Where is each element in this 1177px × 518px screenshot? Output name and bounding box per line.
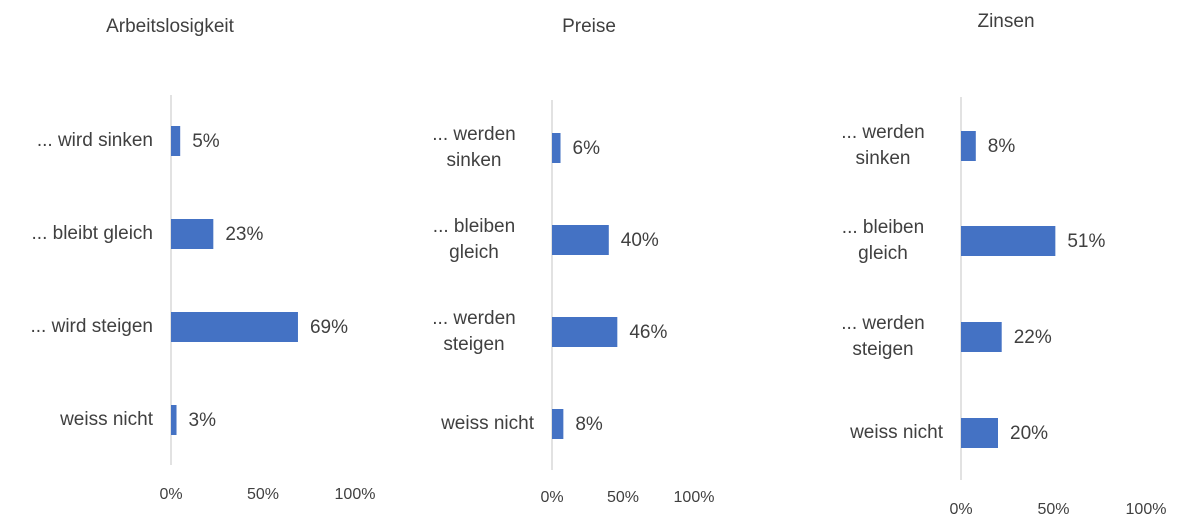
x-tick-label: 0% [540, 489, 563, 506]
x-tick-label: 50% [1037, 501, 1069, 518]
bar [552, 317, 618, 347]
x-tick-label: 100% [335, 486, 376, 503]
x-tick-label: 0% [949, 501, 972, 518]
chart-title: Zinsen [977, 11, 1034, 32]
chart-title: Preise [562, 16, 616, 37]
data-label: 8% [575, 414, 603, 435]
category-label: ... bleiben gleich [841, 217, 925, 264]
data-label: 46% [629, 322, 667, 343]
data-label: 23% [225, 224, 263, 245]
bar [171, 312, 298, 342]
category-label: ... werden sinken [432, 124, 516, 171]
x-tick-label: 50% [247, 486, 279, 503]
data-label: 40% [621, 230, 659, 251]
x-tick-label: 100% [674, 489, 715, 506]
category-label: ... werden sinken [841, 122, 925, 169]
x-tick-label: 0% [159, 486, 182, 503]
data-label: 22% [1014, 327, 1052, 348]
category-label: ... bleibt gleich [31, 223, 153, 244]
bar [961, 131, 976, 161]
data-label: 69% [310, 317, 348, 338]
bar [552, 225, 609, 255]
bar [171, 219, 214, 249]
category-label: ... wird sinken [36, 130, 153, 151]
category-label: ... werden steigen [432, 308, 516, 355]
data-label: 6% [573, 138, 601, 159]
x-tick-label: 50% [607, 489, 639, 506]
category-label: ... wird steigen [30, 316, 154, 337]
bar [961, 226, 1056, 256]
data-label: 20% [1010, 423, 1048, 444]
bar [552, 409, 564, 439]
bar [171, 405, 177, 435]
bar [961, 418, 998, 448]
data-label: 8% [988, 136, 1016, 157]
x-tick-label: 100% [1126, 501, 1167, 518]
chart-title: Arbeitslosigkeit [106, 16, 234, 37]
category-label: weiss nicht [441, 413, 534, 434]
bar [171, 126, 181, 156]
bar [552, 133, 561, 163]
category-label: ... bleiben gleich [432, 216, 516, 263]
bar [961, 322, 1002, 352]
data-label: 5% [192, 131, 220, 152]
category-label: ... werden steigen [841, 313, 925, 360]
category-label: weiss nicht [60, 409, 153, 430]
category-label: weiss nicht [850, 422, 943, 443]
data-label: 51% [1067, 231, 1105, 252]
data-label: 3% [189, 410, 217, 431]
